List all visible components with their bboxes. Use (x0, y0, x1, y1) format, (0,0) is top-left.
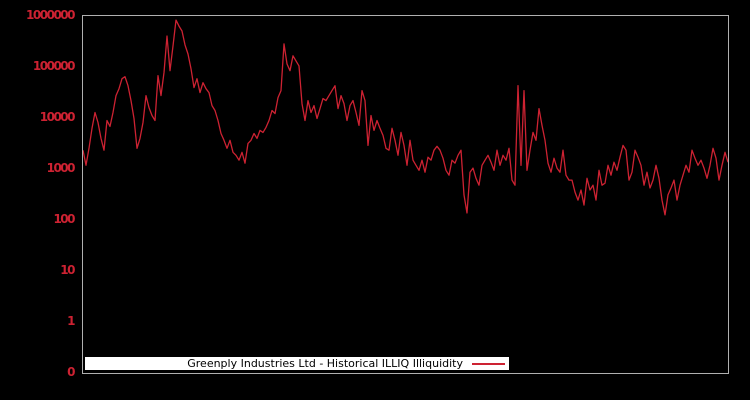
plot-area (82, 15, 729, 374)
y-axis-label: 100000 (32, 59, 76, 73)
y-axis-label: 1000 (46, 161, 76, 175)
y-axis-label: 1000000 (26, 8, 75, 22)
y-axis-label: 100 (53, 212, 75, 226)
y-axis-label: 0 (67, 365, 75, 379)
chart-line (83, 19, 728, 216)
y-axis-label: 10 (60, 263, 75, 277)
legend-line-sample-icon (472, 362, 505, 365)
chart-line-svg (83, 19, 728, 216)
legend-label: Greenply Industries Ltd - Historical ILL… (187, 357, 463, 370)
legend: Greenply Industries Ltd - Historical ILL… (85, 357, 509, 370)
y-axis-label: 10000 (39, 110, 76, 124)
y-axis-label: 1 (67, 314, 75, 328)
